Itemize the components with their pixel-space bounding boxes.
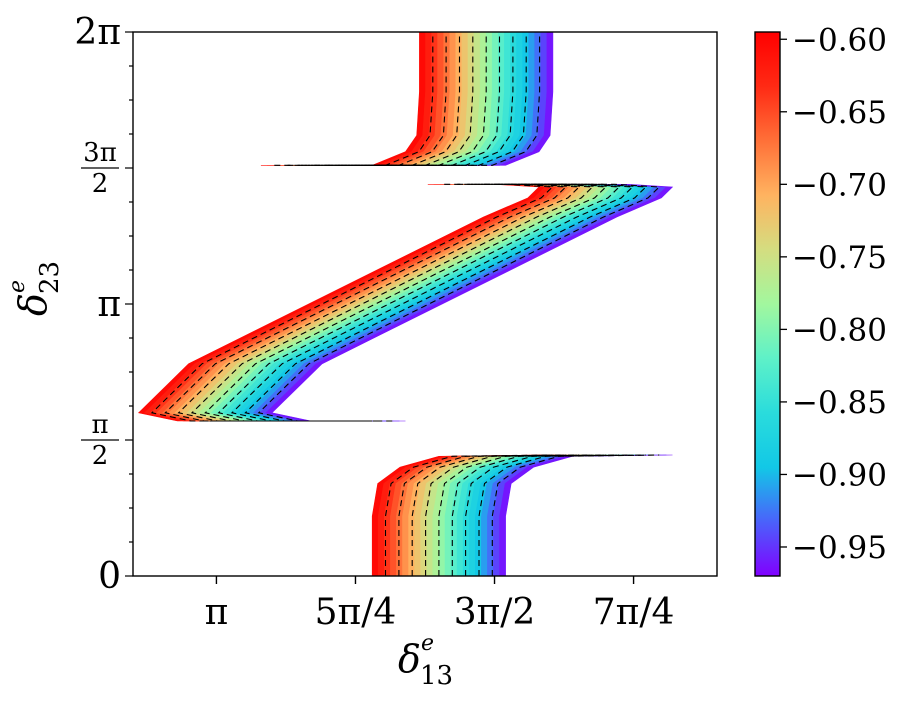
colorbar-tick-label: −0.75 xyxy=(792,240,887,276)
region-top-band xyxy=(388,32,554,166)
x-axis-label-superscript: e xyxy=(421,631,434,656)
y-axis-label: δ e 23 xyxy=(5,261,65,316)
x-tick-label: 5π/4 xyxy=(315,592,397,633)
y-tick-label: 0 xyxy=(98,556,121,597)
colorbar: −0.60 −0.65 −0.70 −0.75 −0.80 −0.85 −0.90 −0.95 xyxy=(754,22,887,577)
x-axis-label-subscript: 13 xyxy=(420,661,453,691)
x-tick-label: π xyxy=(205,592,229,633)
y-tick-label-denominator: 2 xyxy=(92,441,109,471)
x-axis-label-symbol: δ xyxy=(398,637,421,681)
contour-line xyxy=(177,183,581,422)
contour-line xyxy=(257,183,661,422)
colorbar-tick-label: −0.85 xyxy=(792,385,887,421)
y-axis-label-superscript: e xyxy=(5,280,30,293)
contour-line xyxy=(217,183,621,422)
colorbar-tick-label: −0.65 xyxy=(792,95,887,131)
colorbar-frame xyxy=(754,31,781,577)
y-tick-label-numerator: π xyxy=(91,410,108,440)
colorbar-tick-label: −0.90 xyxy=(792,457,887,493)
x-tick-label: 3π/2 xyxy=(454,592,536,633)
colorbar-gradient xyxy=(755,32,780,576)
x-axis-label: δ e 13 xyxy=(398,631,453,691)
y-tick-label-denominator: 2 xyxy=(92,169,109,199)
y-axis-label-subscript: 23 xyxy=(35,261,65,294)
region-top-band xyxy=(260,32,426,166)
x-axis-ticks: π 5π/4 3π/2 7π/4 xyxy=(205,576,675,633)
contour-line xyxy=(190,183,594,422)
colorbar-tick-label: −0.60 xyxy=(792,22,887,58)
x-tick-label: 7π/4 xyxy=(593,592,675,633)
contour-line xyxy=(274,32,434,166)
colorbar-tick-label: −0.80 xyxy=(792,312,887,348)
region-top-band xyxy=(267,32,432,166)
contour-lines xyxy=(150,32,661,576)
contour-line xyxy=(230,183,634,422)
contour-line xyxy=(244,183,648,422)
contour-line xyxy=(381,32,541,166)
region-bottom-band xyxy=(499,454,673,576)
colorbar-tick-label: −0.70 xyxy=(792,167,887,203)
contour-line xyxy=(150,183,554,422)
data-regions xyxy=(137,32,674,576)
contour-line xyxy=(204,183,608,422)
y-axis-label-symbol: δ xyxy=(11,293,55,316)
y-tick-label: 2π xyxy=(74,12,121,53)
y-tick-label: π xyxy=(97,284,121,325)
contour-line xyxy=(367,32,527,166)
contour-line xyxy=(164,183,567,422)
y-tick-label-numerator: 3π xyxy=(83,138,117,168)
colorbar-ticks: −0.60 −0.65 −0.70 −0.75 −0.80 −0.85 −0.90 −0.95 xyxy=(780,22,887,566)
colorbar-tick-label: −0.95 xyxy=(792,530,887,566)
